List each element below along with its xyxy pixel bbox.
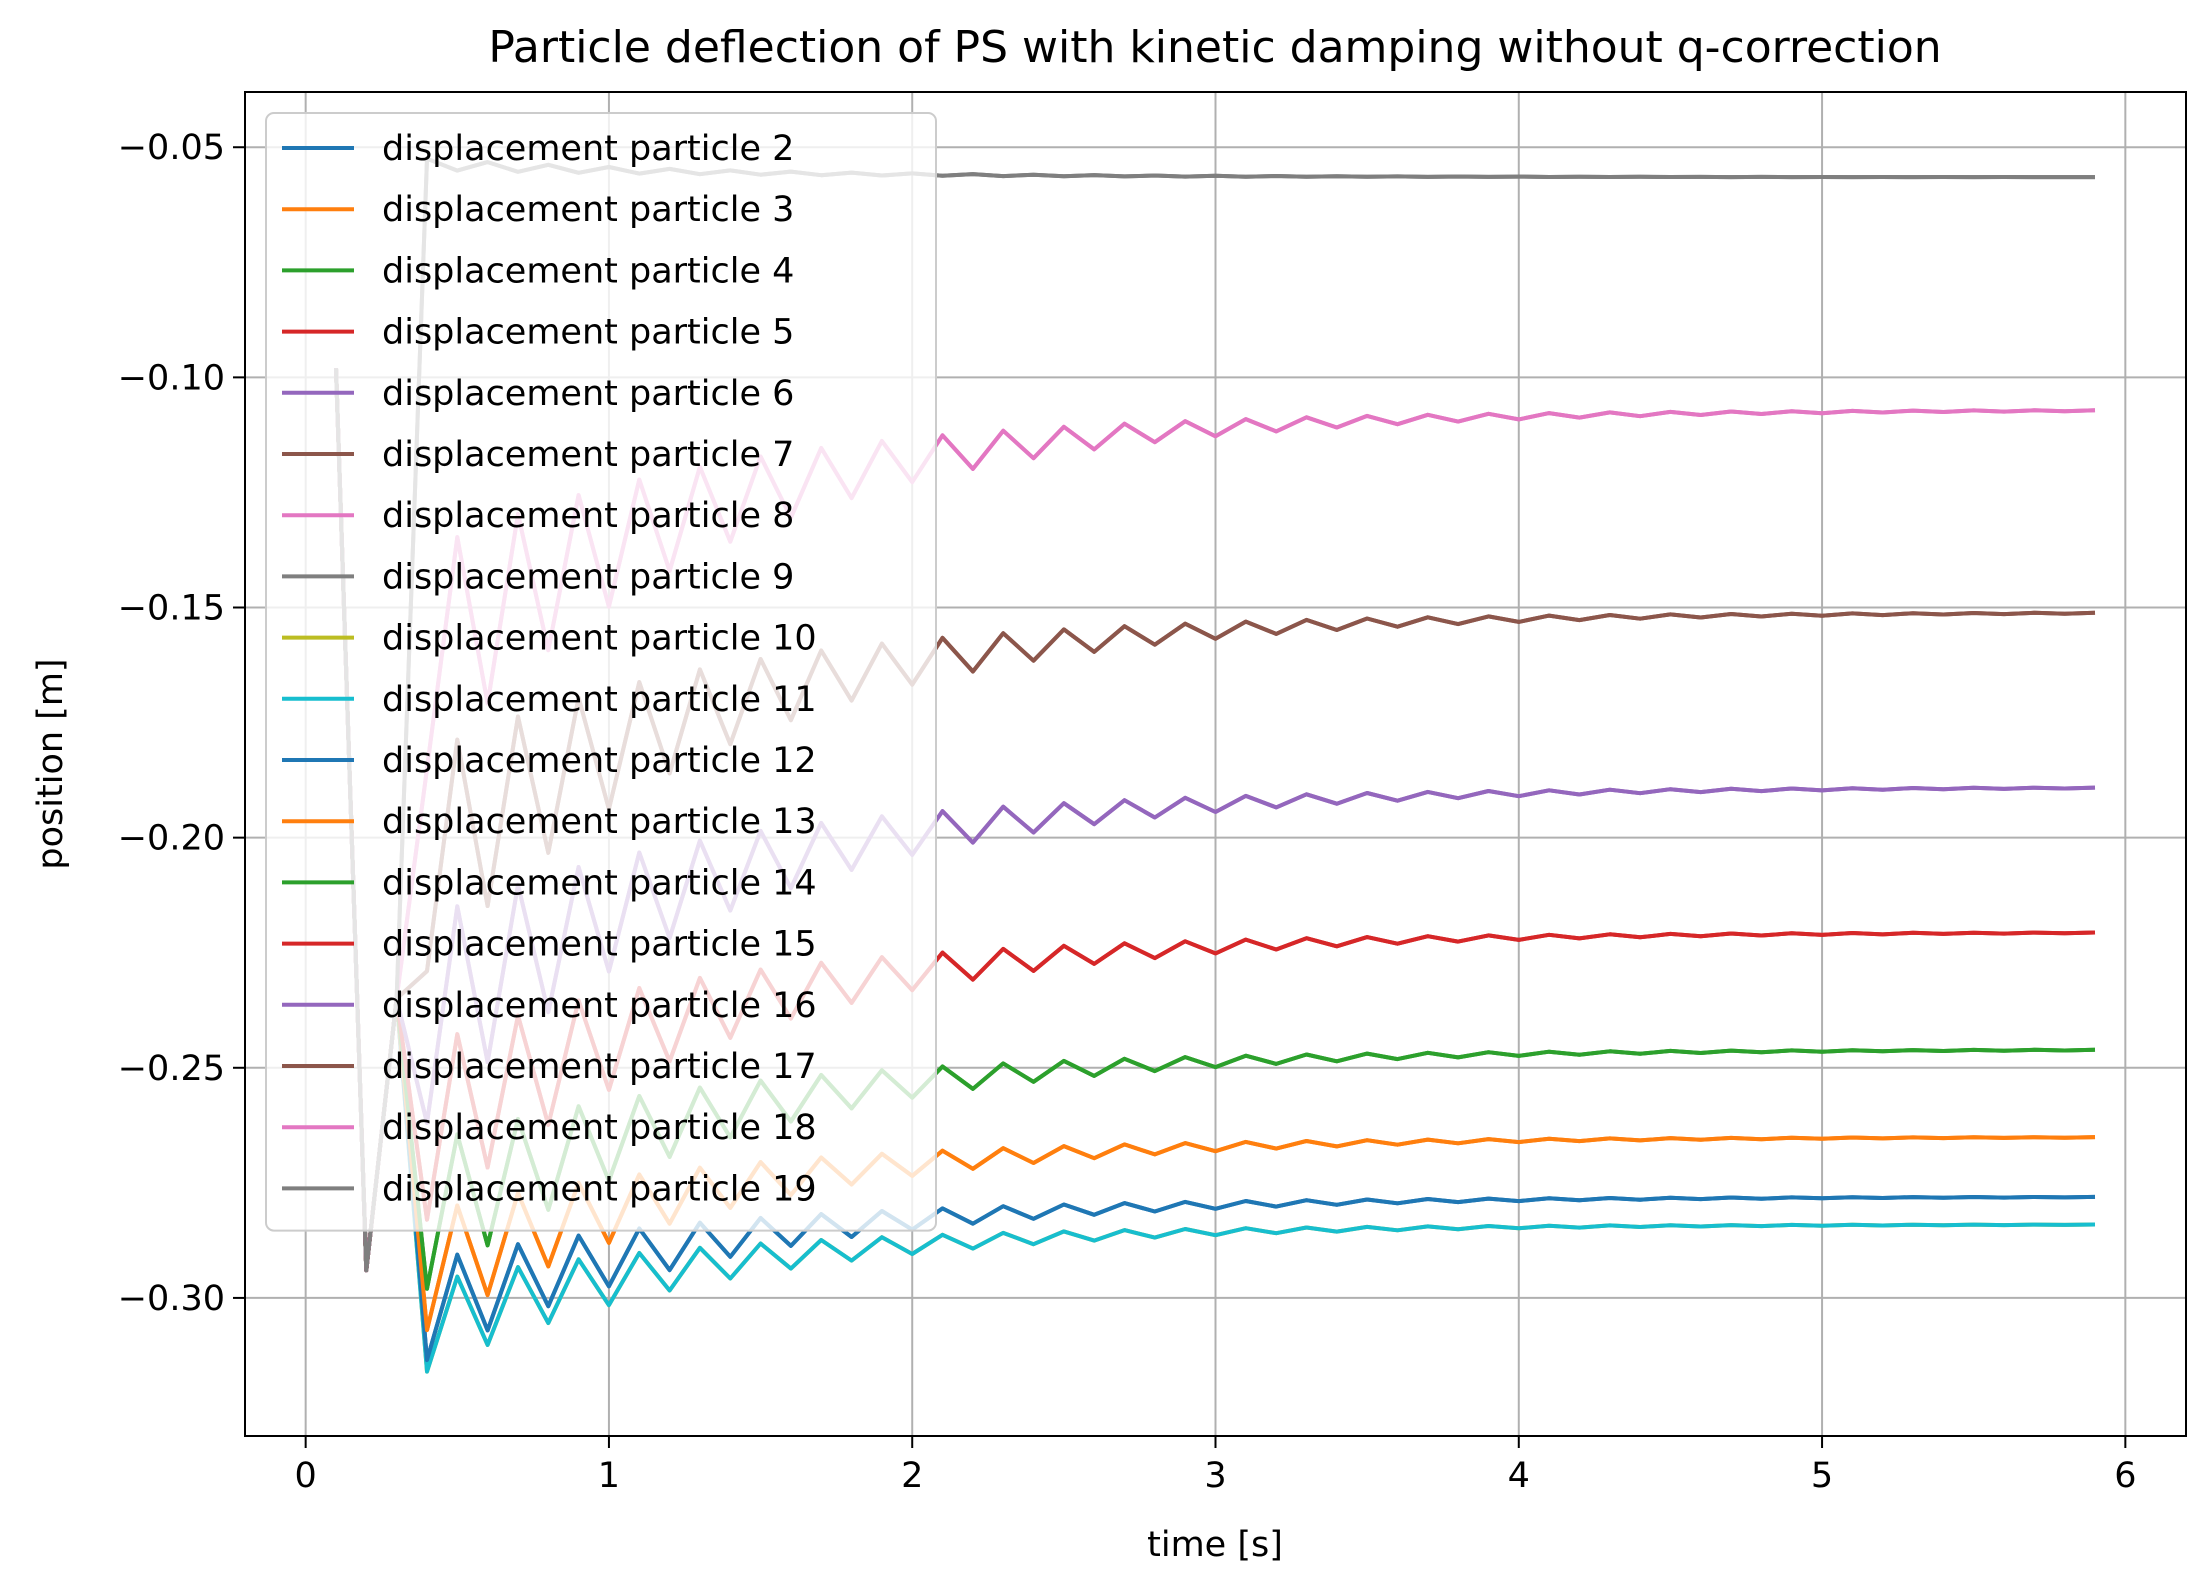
x-tick-label: 5 (1811, 1456, 1833, 1496)
legend-entry: displacement particle 13 (382, 802, 817, 842)
series-line-12 (334, 368, 2096, 1363)
legend-entry: displacement particle 10 (382, 619, 817, 659)
legend-entry: displacement particle 19 (382, 1169, 817, 1209)
legend-entry: displacement particle 11 (382, 680, 817, 720)
x-tick-label: 4 (1508, 1456, 1530, 1496)
legend-entry: displacement particle 3 (382, 190, 794, 230)
chart-title: Particle deflection of PS with kinetic d… (488, 22, 1941, 73)
x-tick-label: 3 (1204, 1456, 1226, 1496)
series-line-11 (334, 368, 2096, 1374)
y-axis-label: position [m] (31, 658, 71, 869)
legend-entry: displacement particle 9 (382, 557, 794, 597)
y-tick-label: −0.05 (118, 128, 225, 168)
legend-entry: displacement particle 8 (382, 496, 794, 536)
legend-entry: displacement particle 17 (382, 1047, 817, 1087)
x-tick-label: 2 (901, 1456, 923, 1496)
y-tick-label: −0.30 (118, 1279, 225, 1319)
legend-entry: displacement particle 6 (382, 374, 794, 414)
x-axis-label: time [s] (1147, 1525, 1283, 1565)
y-tick-label: −0.25 (118, 1049, 225, 1089)
x-tick-label: 1 (598, 1456, 620, 1496)
y-tick-label: −0.20 (118, 819, 225, 859)
legend-entry: displacement particle 2 (382, 129, 794, 169)
x-tick-label: 0 (295, 1456, 317, 1496)
legend-entry: displacement particle 5 (382, 313, 794, 353)
y-tick-label: −0.10 (118, 358, 225, 398)
y-tick-label: −0.15 (118, 589, 225, 629)
legend-entry: displacement particle 4 (382, 251, 794, 291)
legend-entry: displacement particle 16 (382, 986, 817, 1026)
legend: displacement particle 2 displacement part… (265, 112, 937, 1232)
legend-box (265, 112, 937, 1232)
legend-entry: displacement particle 18 (382, 1108, 817, 1148)
legend-entry: displacement particle 12 (382, 741, 817, 781)
legend-entry: displacement particle 14 (382, 863, 817, 903)
legend-entry: displacement particle 15 (382, 925, 817, 965)
x-tick-label: 6 (2114, 1456, 2136, 1496)
axis-ticks: 0 1 2 3 4 5 6 −0.05 −0.10 −0.15 −0.20 −0.25 −0.30 (118, 128, 2137, 1496)
legend-entry: displacement particle 7 (382, 435, 794, 475)
